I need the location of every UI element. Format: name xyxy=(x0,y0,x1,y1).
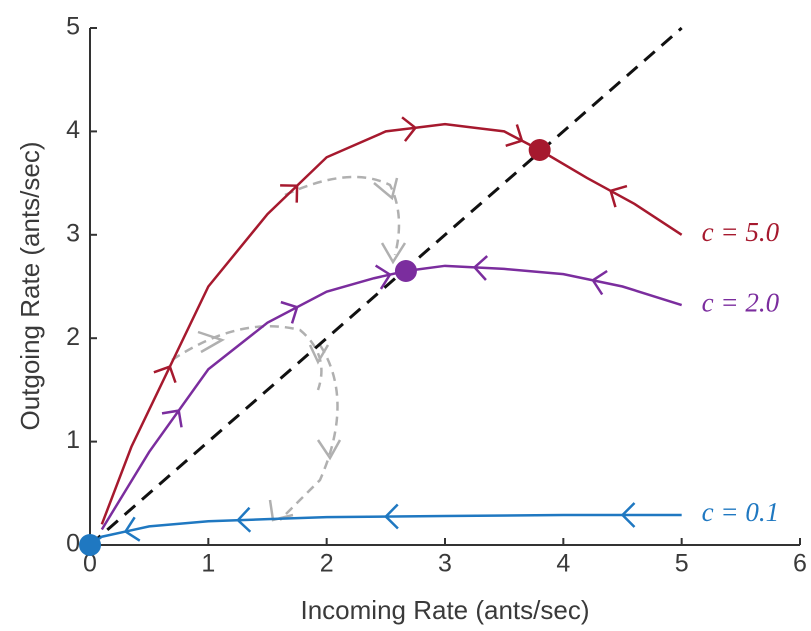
direction-arrow xyxy=(280,300,299,324)
series-label: c = 2.0 xyxy=(702,287,780,317)
y-tick-label: 2 xyxy=(66,323,80,351)
series-line xyxy=(89,513,682,547)
series-line xyxy=(100,264,683,531)
series-label: c = 0.1 xyxy=(702,497,779,527)
x-tick-label: 4 xyxy=(556,550,570,578)
x-axis-title: Incoming Rate (ants/sec) xyxy=(300,595,589,625)
direction-arrow xyxy=(153,365,177,384)
y-tick-label: 5 xyxy=(66,13,80,41)
fixed-point xyxy=(394,259,417,282)
direction-arrow xyxy=(236,506,252,533)
fixed-point xyxy=(528,139,551,162)
x-tick-label: 1 xyxy=(201,550,215,578)
diagonal-line xyxy=(89,26,683,547)
direction-arrow xyxy=(620,502,636,528)
y-tick-label: 4 xyxy=(66,116,80,144)
series-line xyxy=(100,122,683,525)
y-tick-label: 1 xyxy=(66,426,80,454)
y-tick-label: 3 xyxy=(66,219,80,247)
y-tick-label: 0 xyxy=(66,530,80,558)
direction-arrow xyxy=(384,503,399,530)
fixed-point xyxy=(79,534,101,556)
series-label: c = 5.0 xyxy=(702,217,780,247)
x-tick-label: 3 xyxy=(438,550,452,578)
direction-arrow xyxy=(280,184,299,203)
x-tick-label: 6 xyxy=(793,550,807,578)
direction-arrow xyxy=(505,124,524,147)
x-tick-label: 0 xyxy=(83,550,97,578)
direction-arrow xyxy=(123,516,141,542)
direction-arrow xyxy=(609,184,628,208)
flow-arrowheads xyxy=(197,177,407,522)
y-axis-title: Outgoing Rate (ants/sec) xyxy=(15,141,45,430)
direction-arrow xyxy=(472,255,489,281)
flow-arrow xyxy=(279,344,339,521)
x-tick-label: 2 xyxy=(320,550,334,578)
flow-arrows xyxy=(171,175,401,521)
flow-arrow xyxy=(171,325,323,391)
flow-arrow xyxy=(284,175,401,256)
direction-arrow xyxy=(374,264,392,290)
direction-arrow xyxy=(591,269,608,296)
x-tick-label: 5 xyxy=(675,550,689,578)
direction-arrow xyxy=(161,409,183,428)
direction-arrow xyxy=(401,116,418,142)
